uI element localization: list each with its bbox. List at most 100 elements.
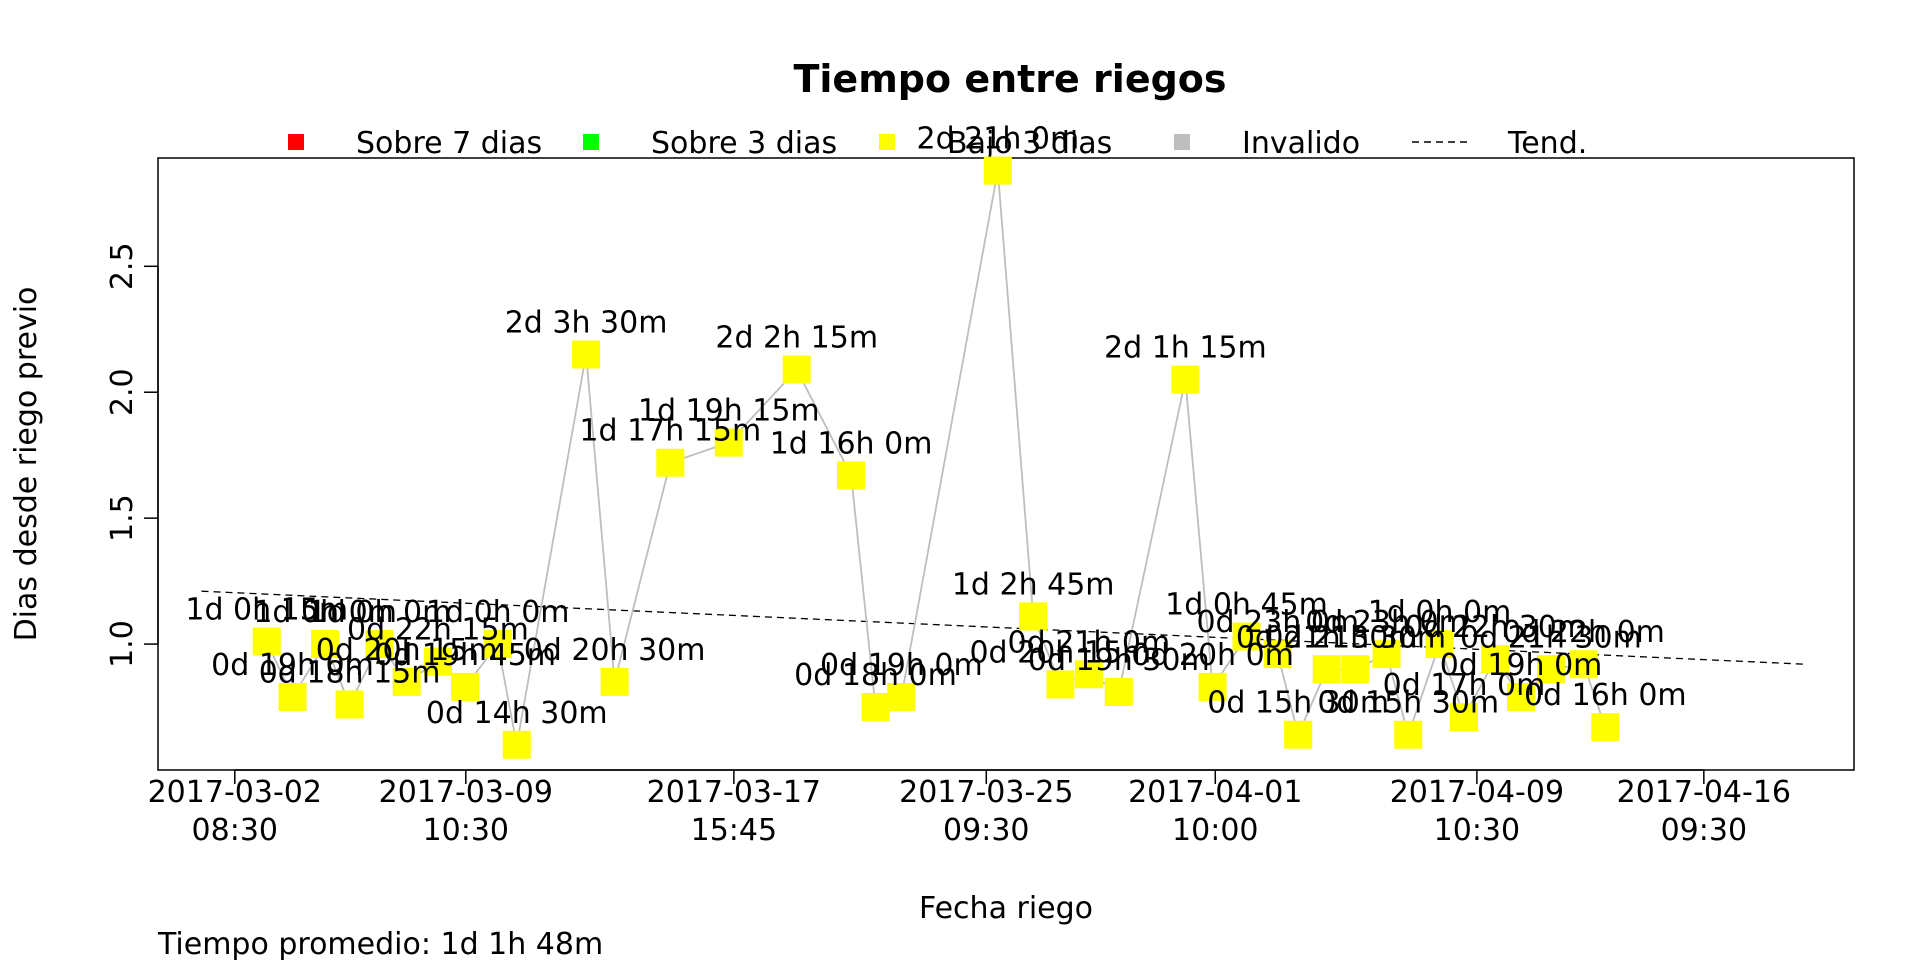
data-label: 1d 0h 0m	[1368, 595, 1512, 630]
data-point	[837, 461, 866, 490]
data-label: 0d 19h 0m	[211, 648, 374, 683]
data-point	[1341, 655, 1370, 684]
data-label: 1d 0h 45m	[1165, 588, 1328, 623]
data-point	[1591, 713, 1620, 742]
data-label: 0d 21h 30m	[1236, 620, 1418, 655]
data-label: 0d 20h 15m	[969, 635, 1151, 670]
x-tick-label-time: 10:00	[1172, 813, 1258, 848]
data-label: 1d 19h 15m	[638, 394, 820, 429]
data-point	[983, 156, 1012, 185]
data-label: 1d 0h 0m	[308, 595, 452, 630]
x-tick-label-date: 2017-03-02	[148, 775, 322, 810]
y-tick-label: 2.0	[105, 368, 140, 416]
y-tick-label: 1.5	[105, 494, 140, 542]
data-label: 0d 18h 0m	[794, 658, 957, 693]
data-point	[714, 428, 743, 457]
data-point	[600, 667, 629, 696]
data-point	[1569, 650, 1598, 679]
data-label: 0d 16h 0m	[1524, 678, 1687, 713]
x-tick-label-time: 10:30	[1434, 813, 1520, 848]
data-point	[392, 667, 421, 696]
data-point	[335, 690, 364, 719]
data-point	[1284, 720, 1313, 749]
data-label: 1d 16h 0m	[770, 426, 933, 461]
legend-swatch	[879, 134, 895, 150]
data-point	[423, 647, 452, 676]
data-point	[1425, 630, 1454, 659]
data-label: 2d 1h 15m	[1104, 331, 1267, 366]
data-point	[451, 672, 480, 701]
x-axis: 2017-03-0208:302017-03-0910:302017-03-17…	[148, 769, 1791, 848]
data-label: 0d 19h 45m	[374, 638, 556, 673]
data-point	[483, 630, 512, 659]
x-tick-label-time: 09:30	[943, 813, 1029, 848]
y-tick-label: 2.5	[105, 242, 140, 290]
data-point	[1507, 682, 1536, 711]
data-point	[861, 693, 890, 722]
data-point	[252, 627, 281, 656]
data-point	[1312, 655, 1341, 684]
data-label: 0d 14h 30m	[426, 696, 608, 731]
data-point	[1019, 602, 1048, 631]
data-label: 0d 15h 30m	[1207, 686, 1389, 721]
data-label: 0d 23h 0m	[1196, 605, 1359, 640]
data-point	[1394, 720, 1423, 749]
data-label: 0d 20h 15m	[316, 633, 498, 668]
legend-label: Sobre 3 dias	[651, 126, 837, 161]
data-point	[1481, 645, 1510, 674]
data-point	[1046, 670, 1075, 699]
legend-label: Bajo 3 dias	[947, 126, 1112, 161]
data-label: 2d 21h 0m	[916, 122, 1079, 157]
data-point	[1171, 365, 1200, 394]
data-point	[1074, 660, 1103, 689]
legend-label: Invalido	[1242, 126, 1360, 161]
x-axis-label: Fecha riego	[919, 891, 1093, 926]
data-point	[1263, 640, 1292, 669]
data-point	[365, 630, 394, 659]
x-tick-label-date: 2017-03-25	[899, 775, 1073, 810]
average-time-note: Tiempo promedio: 1d 1h 48m	[157, 927, 603, 960]
y-axis: 1.0 1.5 2.0 2.5	[105, 242, 159, 668]
x-tick-label-time: 10:30	[423, 813, 509, 848]
data-point	[1104, 677, 1133, 706]
data-label: 0d 17h 0m	[1383, 668, 1546, 703]
x-tick-label-date: 2017-04-01	[1128, 775, 1302, 810]
trend-line	[201, 590, 1806, 665]
data-label: 0d 22h 30m	[1404, 610, 1586, 645]
data-point	[1372, 640, 1401, 669]
x-tick-label-time: 08:30	[192, 813, 278, 848]
x-tick-label-date: 2017-04-16	[1617, 775, 1791, 810]
data-label: 0d 23h 0m	[1305, 605, 1468, 640]
x-tick-label-date: 2017-03-17	[647, 775, 821, 810]
data-label: 1d 2h 45m	[952, 567, 1115, 602]
x-tick-label-date: 2017-03-09	[379, 775, 553, 810]
data-point	[278, 682, 307, 711]
data-label: 1d 0h 0m	[426, 595, 570, 630]
data-label: 0d 20h 30m	[524, 633, 706, 668]
chart-title: Tiempo entre riegos	[793, 57, 1226, 101]
data-label: 0d 19h 0m	[1440, 648, 1603, 683]
legend-label: Sobre 7 dias	[356, 126, 542, 161]
data-point	[1449, 703, 1478, 732]
data-label: 2d 2h 15m	[715, 321, 878, 356]
data-label: 0d 21h 30m	[1264, 620, 1446, 655]
data-label: 0d 21h 30m	[1460, 620, 1642, 655]
data-label: 0d 22h 0m	[1502, 615, 1665, 650]
data-point	[311, 630, 340, 659]
data-point	[887, 682, 916, 711]
data-point	[656, 448, 685, 477]
data-label: 0d 20h 0m	[1131, 638, 1294, 673]
data-label: 1d 0h 15m	[185, 593, 348, 628]
data-point	[1232, 622, 1261, 651]
data-point	[502, 730, 531, 759]
x-tick-label-time: 09:30	[1661, 813, 1747, 848]
data-label: 0d 22h 15m	[347, 613, 529, 648]
legend-swatch	[288, 134, 304, 150]
x-tick-label-date: 2017-04-09	[1390, 775, 1564, 810]
legend-label: Tend.	[1507, 126, 1587, 161]
data-label: 0d 15h 30m	[1317, 686, 1499, 721]
data-label: 1d 17h 15m	[579, 414, 761, 449]
data-label: 2d 3h 30m	[505, 305, 668, 340]
